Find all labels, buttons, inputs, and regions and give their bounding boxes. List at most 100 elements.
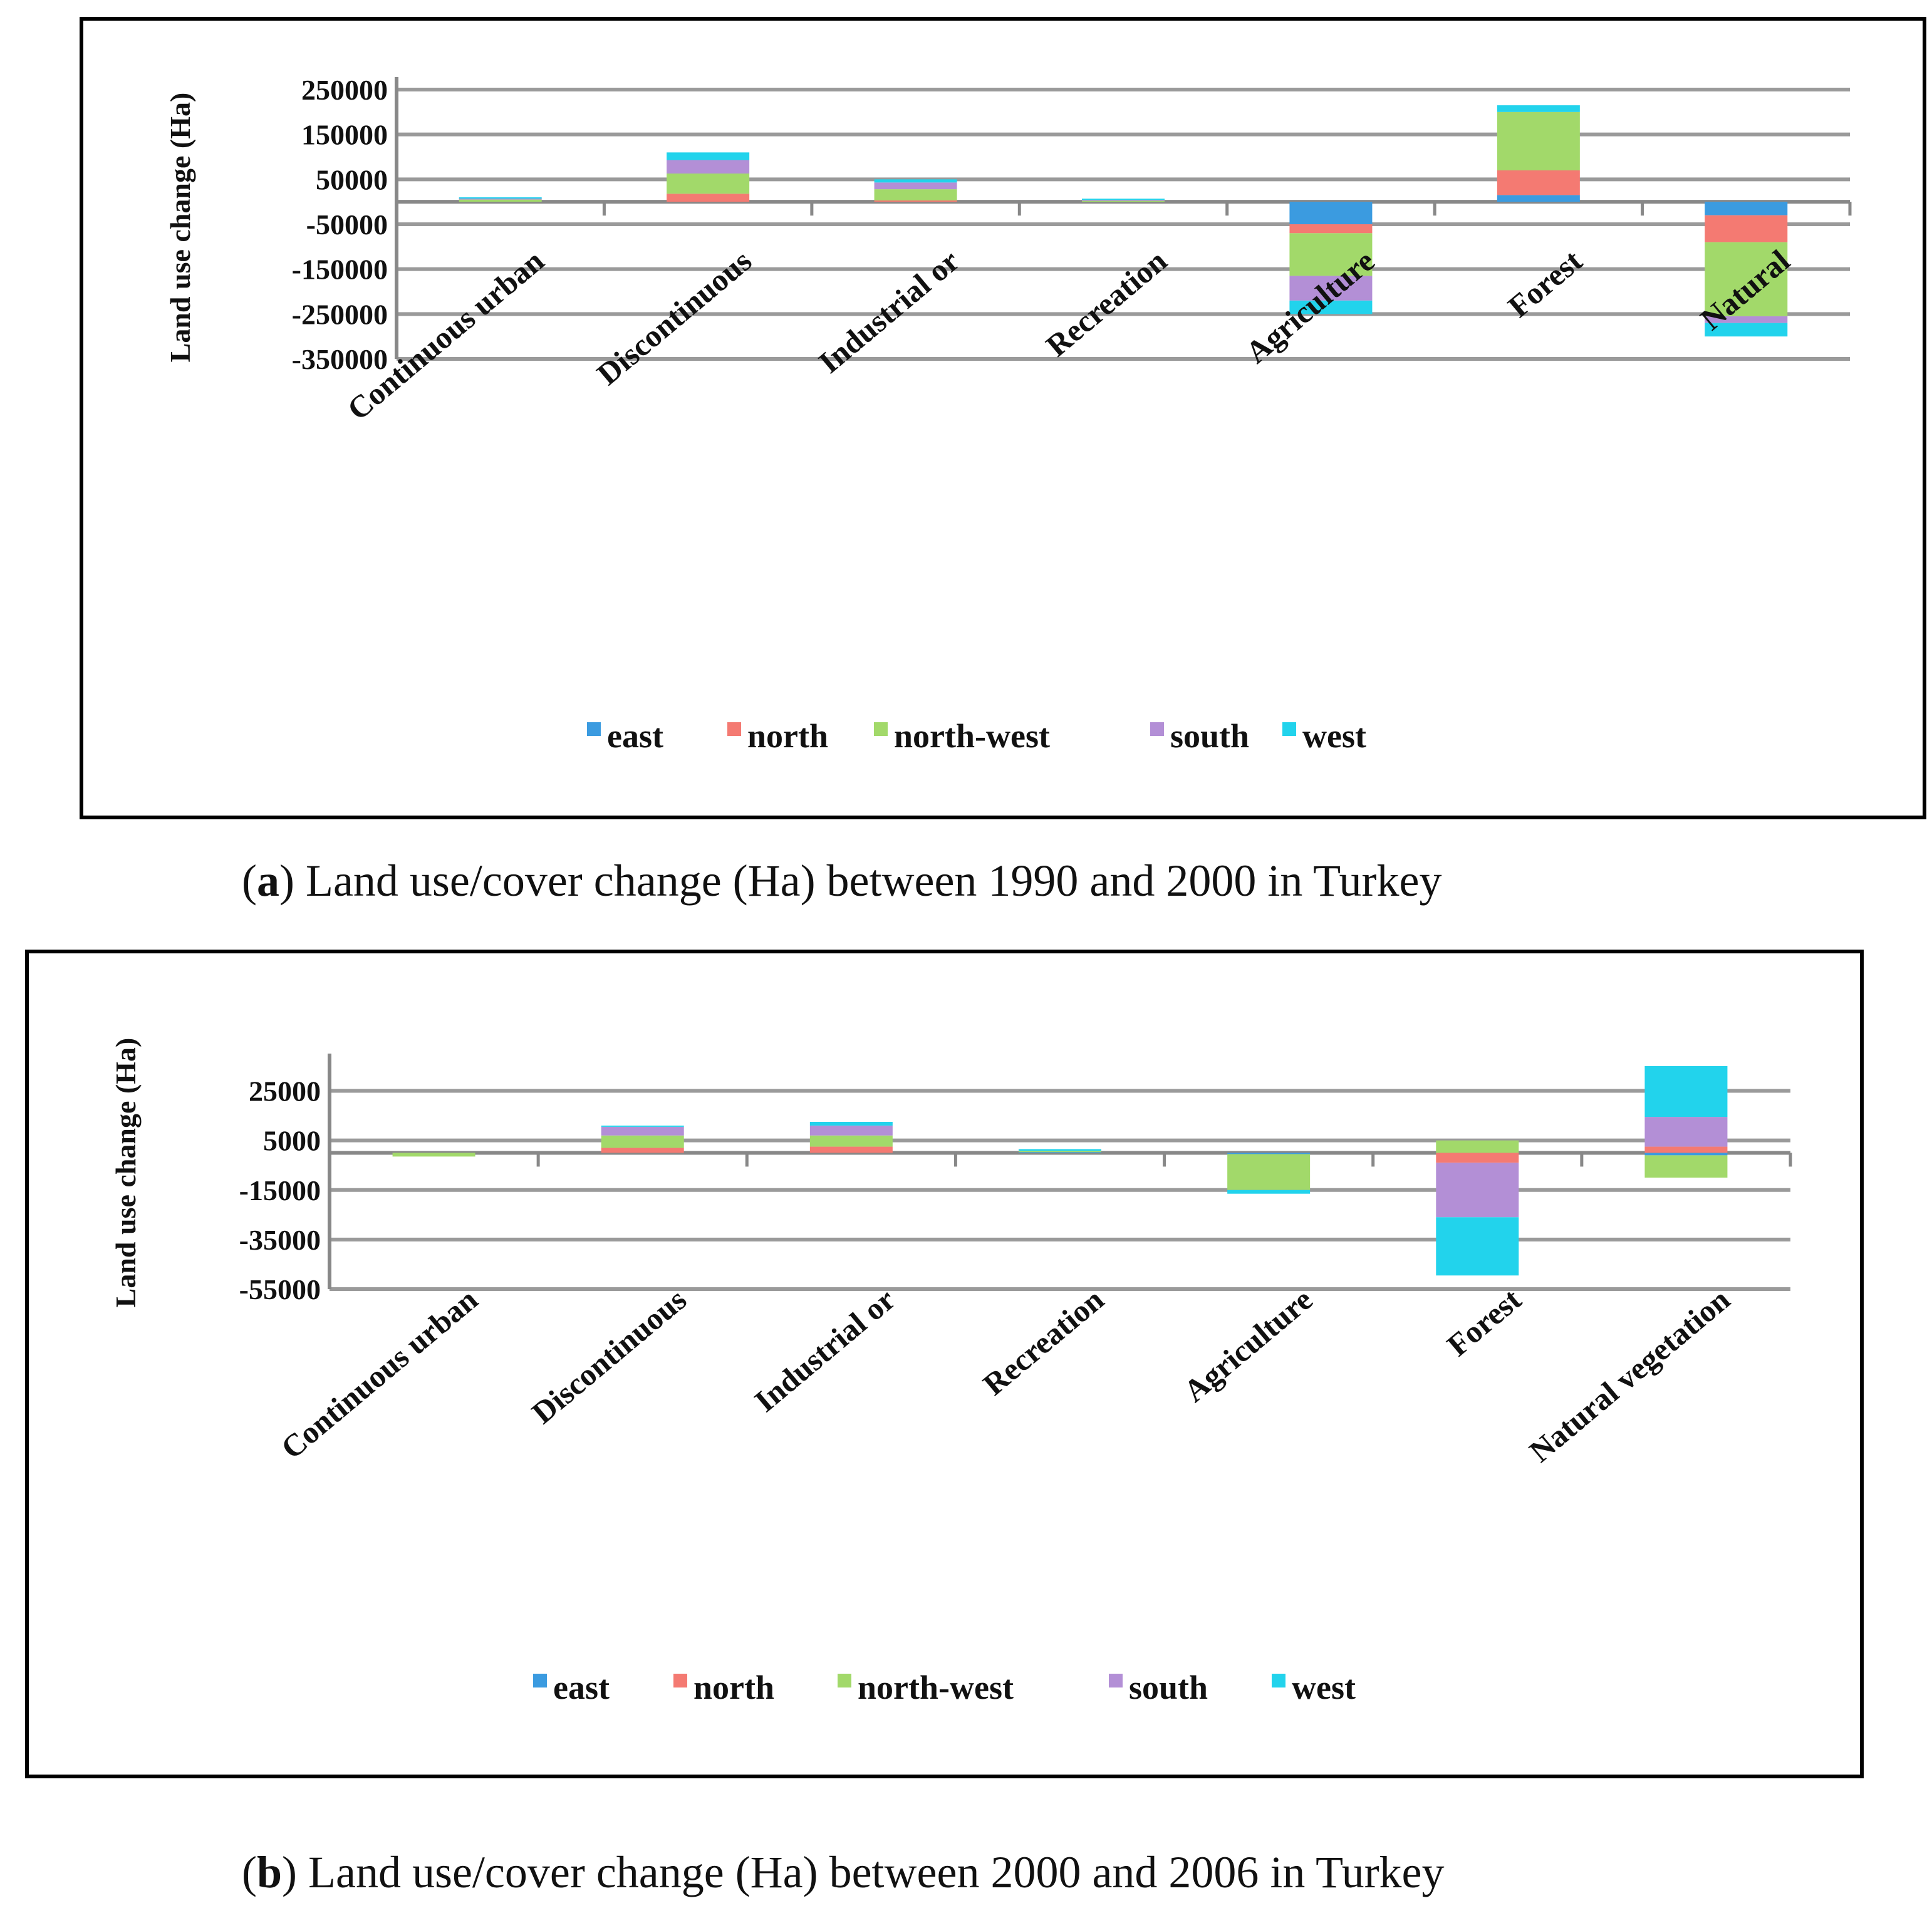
b-bar-west <box>1644 1066 1728 1117</box>
caption-b-label: b <box>256 1847 283 1897</box>
b-category-label: Recreation <box>976 1282 1110 1402</box>
a-bar-east <box>1705 202 1788 215</box>
a-ytick-label: 250000 <box>301 74 388 106</box>
a-bar-north <box>1289 224 1373 234</box>
a-bar-north-west <box>1082 200 1165 202</box>
b-legend-swatch-west <box>1272 1674 1285 1687</box>
b-bar-west <box>1436 1217 1519 1276</box>
b-bar-north-west <box>809 1135 893 1147</box>
a-bar-south <box>667 160 750 174</box>
a-legend-swatch-north-west <box>874 722 888 736</box>
b-legend-label-east: east <box>553 1669 610 1706</box>
b-category-label: Discontinuous <box>525 1282 693 1431</box>
chart-panel-a: 250000 150000 50000 -50000 -150000 -250000 -35… <box>80 17 1926 819</box>
a-bar-north <box>874 200 957 202</box>
a-legend-swatch-north <box>727 722 741 736</box>
b-legend-label-north: north <box>693 1669 774 1706</box>
a-bar-east <box>1289 202 1373 224</box>
a-legend-swatch-south <box>1150 722 1164 736</box>
b-legend-label-north-west: north-west <box>858 1669 1014 1706</box>
a-legend-label-west: west <box>1302 717 1366 755</box>
a-bar-west <box>1082 199 1165 200</box>
b-bar-north-west <box>1227 1154 1311 1190</box>
a-ytick-label: 150000 <box>301 119 388 151</box>
a-category-label: Discontinuous <box>590 243 758 392</box>
a-bar-north-west <box>459 199 542 202</box>
b-bar-north-west <box>1436 1140 1519 1153</box>
a-bar-north-west <box>1705 242 1788 316</box>
a-bar-south <box>874 182 957 190</box>
b-ytick-label: -55000 <box>239 1273 321 1305</box>
b-bar-north <box>1436 1153 1519 1163</box>
a-bar-west <box>667 152 750 160</box>
b-legend-swatch-south <box>1109 1674 1123 1687</box>
a-bar-north-west <box>874 189 957 201</box>
a-bar-east <box>1497 195 1580 202</box>
caption-b: (b) Land use/cover change (Ha) between 2… <box>242 1847 1445 1897</box>
b-bar-north <box>1644 1146 1728 1153</box>
a-bar-north-west <box>1497 111 1580 170</box>
b-category-label: Natural vegetation <box>1522 1282 1736 1469</box>
a-bar-north-west <box>667 174 750 194</box>
a-bar-west <box>874 179 957 183</box>
b-bar-north <box>809 1146 893 1153</box>
a-legend-label-south: south <box>1170 717 1249 755</box>
b-bar-north-west <box>1644 1155 1728 1178</box>
b-bar-west <box>809 1122 893 1126</box>
a-legend-swatch-west <box>1282 722 1296 736</box>
chart-panel-b: 25000 5000 -15000 -35000 -55000 Continuous ur… <box>25 950 1864 1778</box>
a-bar-north-west <box>1289 233 1373 276</box>
b-ytick-label: -35000 <box>239 1224 321 1256</box>
a-y-axis-title: Land use change (Ha) <box>164 93 196 363</box>
a-ytick-label: 50000 <box>316 163 388 195</box>
a-bar-south <box>1705 316 1788 323</box>
a-bar-south <box>1289 276 1373 301</box>
b-legend-swatch-north-west <box>838 1674 851 1687</box>
a-ytick-label: -150000 <box>292 254 388 286</box>
b-bar-north-west <box>601 1135 684 1148</box>
a-bar-west <box>1705 323 1788 337</box>
a-bar-north <box>667 194 750 202</box>
b-bar-west <box>1227 1190 1311 1194</box>
caption-b-text: Land use/cover change (Ha) between 2000 … <box>297 1847 1445 1897</box>
b-bar-east <box>1227 1153 1311 1154</box>
b-legend-label-west: west <box>1292 1669 1356 1706</box>
a-ytick-label: -50000 <box>306 209 388 241</box>
b-legend-label-south: south <box>1129 1669 1208 1706</box>
a-bar-north <box>1705 215 1788 242</box>
b-bar-north-west <box>1019 1151 1101 1153</box>
b-category-label: Agriculture <box>1177 1282 1319 1409</box>
b-bar-south <box>601 1126 684 1136</box>
b-bar-south <box>1436 1163 1519 1218</box>
b-bar-west <box>601 1125 684 1127</box>
a-bar-south <box>1082 199 1165 201</box>
caption-a-text: Land use/cover change (Ha) between 1990 … <box>294 856 1442 906</box>
b-ytick-label: 25000 <box>249 1076 321 1107</box>
b-bar-west <box>1019 1149 1101 1151</box>
a-legend-label-north: north <box>747 717 828 755</box>
caption-a-label: a <box>256 856 279 906</box>
a-ytick-label: -250000 <box>292 298 388 330</box>
a-bar-west <box>1497 105 1580 112</box>
a-category-label: Forest <box>1501 242 1589 324</box>
b-y-axis-title: Land use change (Ha) <box>110 1038 142 1308</box>
a-legend-label-north-west: north-west <box>894 717 1050 755</box>
b-legend-swatch-north <box>673 1674 687 1687</box>
chart-a: 250000 150000 50000 -50000 -150000 -250000 -35… <box>164 74 1852 755</box>
b-ytick-label: 5000 <box>263 1125 321 1157</box>
b-legend-swatch-east <box>533 1674 547 1687</box>
b-bar-north-west <box>392 1153 475 1157</box>
b-bar-south <box>809 1125 893 1136</box>
b-category-label: Forest <box>1440 1282 1528 1363</box>
a-category-label: Recreation <box>1039 243 1173 363</box>
a-legend-swatch-east <box>587 722 601 736</box>
b-bar-south <box>1644 1117 1728 1147</box>
b-bar-east <box>1644 1153 1728 1156</box>
a-bar-west <box>1289 300 1373 314</box>
b-bar-east <box>1019 1151 1101 1153</box>
b-bar-north <box>601 1148 684 1153</box>
a-bar-west <box>459 197 542 199</box>
a-bar-north <box>1497 170 1580 195</box>
b-category-label: Industrial or <box>748 1282 902 1419</box>
